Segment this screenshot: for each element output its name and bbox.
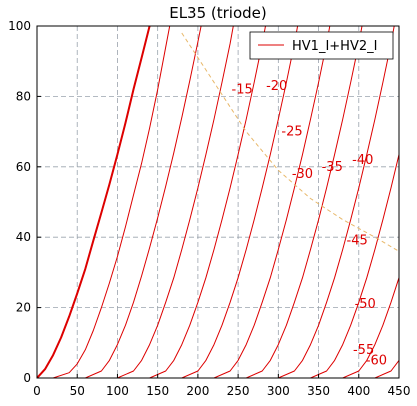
legend-label: HV1_I+HV2_I [292,39,377,54]
y-tick-label: 80 [16,89,31,103]
x-tick-label: 400 [347,384,370,398]
annotations-group: -15 -20 -25 -30 -35 -40 -45 -50 -55-60 [232,79,388,369]
curve-label: -25 [281,125,302,140]
curve-label: -30 [292,167,313,182]
curve-label: -50 [355,297,376,312]
x-tick-label: 350 [307,384,330,398]
curve-label: -20 [266,79,287,94]
load-line [181,32,399,252]
x-tick-label: 0 [33,384,41,398]
curve-label: -15 [232,82,253,97]
y-tick-label: 60 [16,160,31,174]
series-line [37,26,331,378]
plot-frame [36,25,400,379]
y-tick-label: 40 [16,230,31,244]
series-line [37,26,395,378]
y-tick-label: 100 [8,19,31,33]
load-line-group [181,32,399,252]
series-line [37,26,266,378]
series-line [37,26,234,378]
series-line [37,360,399,378]
ticks-group: 0 50 100 150 200 250 300 350 400 450 0 20 40 60 80 100 [8,19,410,398]
x-tick-label: 150 [146,384,169,398]
grid [37,26,399,378]
legend: HV1_I+HV2_I [249,31,394,60]
series-line [37,26,299,378]
x-tick-label: 50 [70,384,85,398]
x-tick-label: 300 [267,384,290,398]
chart-title: EL35 (triode) [169,4,267,22]
curve-label: -45 [347,234,368,249]
series-line [37,26,363,378]
legend-box [249,31,394,60]
curve-label: -55 [353,343,374,358]
x-tick-label: 200 [186,384,209,398]
series-line [37,26,171,378]
series-line [37,277,399,378]
series-line [37,26,151,378]
series-group [37,26,399,378]
curve-label: -35 [322,160,343,175]
y-tick-label: 0 [23,371,31,385]
curve-label: -40 [352,153,373,168]
y-tick-label: 20 [16,301,31,315]
x-tick-label: 100 [106,384,129,398]
x-tick-label: 250 [227,384,250,398]
series-line [37,154,399,378]
x-tick-label: 450 [388,384,411,398]
series-line [37,26,202,378]
curve-label: -60 [366,353,387,368]
